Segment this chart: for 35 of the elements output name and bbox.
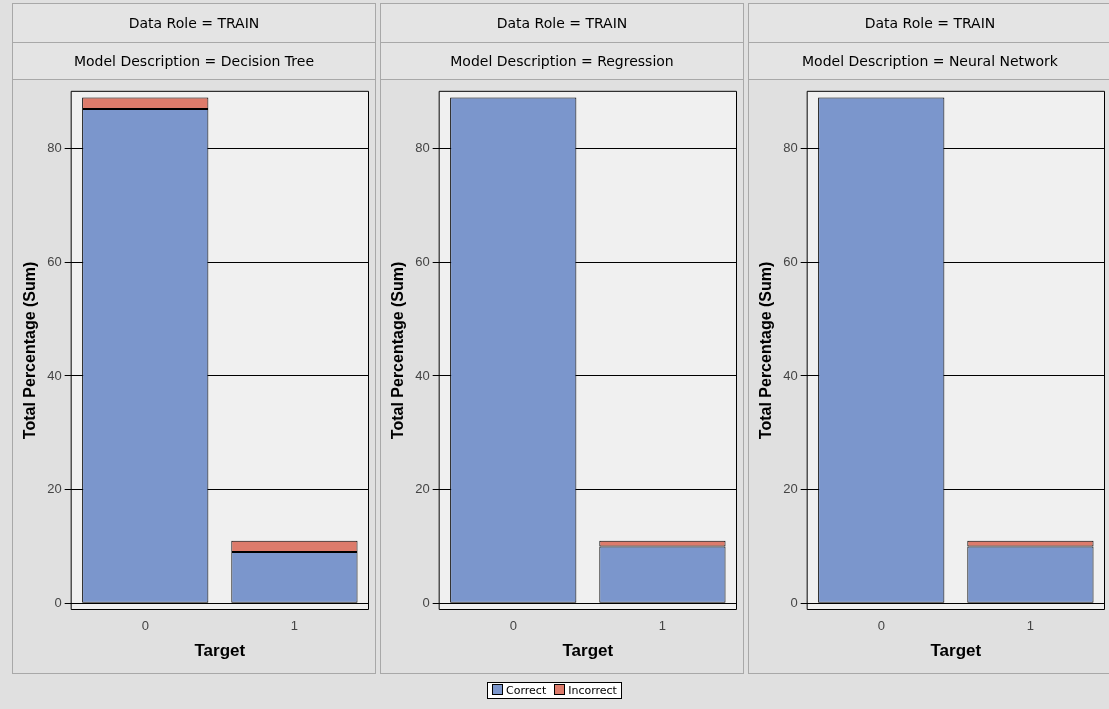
x-tick-label: 1: [1026, 618, 1035, 634]
y-tick-label: 40: [783, 367, 798, 383]
x-tick-label: 0: [509, 618, 517, 634]
chart-subtitle: Model Description = Neural Network: [749, 43, 1109, 80]
y-axis-title: Total Percentage (Sum): [757, 261, 775, 440]
y-tick-label: 0: [790, 594, 798, 610]
y-tick-label: 80: [783, 140, 798, 156]
y-tick-label: 40: [415, 367, 430, 383]
y-axis-title: Total Percentage (Sum): [21, 261, 39, 440]
x-tick-label: 1: [658, 618, 667, 634]
y-tick-label: 0: [422, 594, 430, 610]
y-tick-label: 80: [47, 140, 62, 156]
y-tick-label: 0: [54, 594, 62, 610]
y-tick-label: 20: [783, 481, 798, 497]
chart-title: Data Role = TRAIN: [381, 4, 743, 43]
x-tick-label: 0: [877, 618, 885, 634]
x-axis-title: Target: [194, 641, 246, 661]
chart-title: Data Role = TRAIN: [13, 4, 375, 43]
y-tick-label: 60: [415, 253, 430, 269]
chart-title: Data Role = TRAIN: [749, 4, 1109, 43]
x-tick-label: 0: [141, 618, 149, 634]
chart-subtitle: Model Description = Regression: [381, 43, 743, 80]
x-axis-title: Target: [562, 641, 614, 661]
y-tick-label: 60: [783, 253, 798, 269]
legend-label: Correct: [505, 684, 547, 697]
y-tick-label: 40: [47, 367, 62, 383]
y-tick-label: 20: [415, 481, 430, 497]
y-tick-label: 80: [415, 140, 430, 156]
y-tick-label: 60: [47, 253, 62, 269]
x-axis-title: Target: [930, 641, 982, 661]
y-tick-label: 20: [47, 481, 62, 497]
legend-label: Incorrect: [567, 684, 617, 697]
chart-subtitle: Model Description = Decision Tree: [13, 43, 375, 80]
x-tick-label: 1: [290, 618, 299, 634]
y-axis-title: Total Percentage (Sum): [389, 261, 407, 440]
